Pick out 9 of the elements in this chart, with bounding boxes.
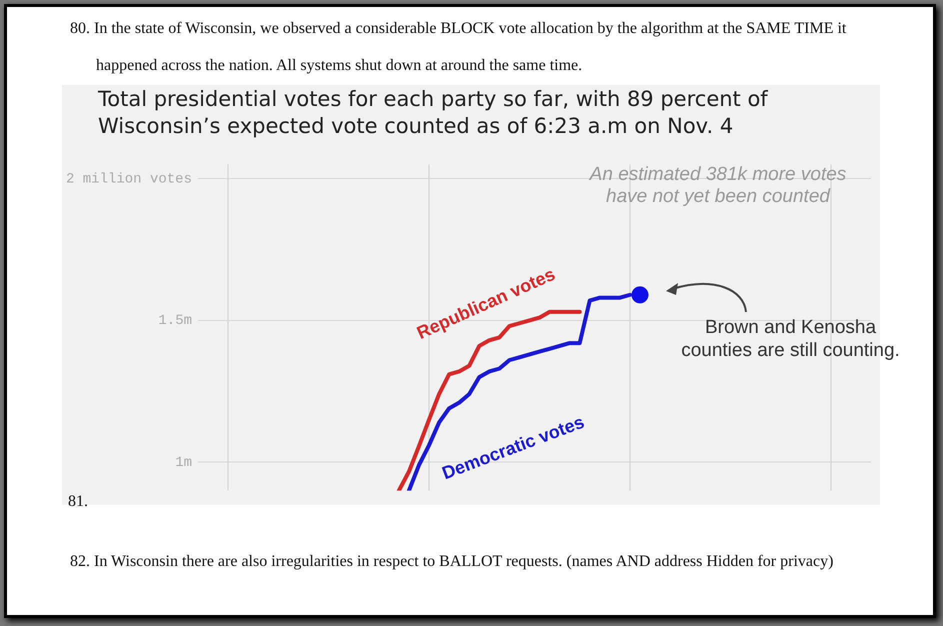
annotation: An estimated 381k more votes have not yet been counted — [588, 164, 848, 208]
text: 81. — [68, 492, 89, 512]
y-tick-label: 1.5m — [158, 313, 192, 330]
text: 80. In the state of Wisconsin, we observed a considerable BLOCK vote allocation by the algorithm at the SAME TIME it happened across the nation. All systems shut down at around the same time. — [70, 20, 846, 74]
annotation: Brown and Kenosha counties are still counting. — [680, 316, 901, 362]
chart-title: Total presidential votes for each party so far, with 89 percent of Wisconsin’s expected vote counted as of 6:23 a.m on Nov. 4 — [98, 86, 769, 140]
text: 82. In Wisconsin there are also irregularities in respect to BALLOT requests. (names AND address Hidden for privacy) — [70, 552, 834, 572]
y-tick-label: 2 million votes — [66, 171, 192, 188]
y-tick-label: 1m — [175, 454, 192, 471]
